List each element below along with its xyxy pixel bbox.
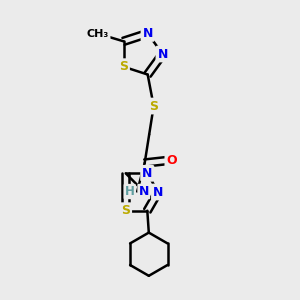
Text: H: H xyxy=(125,185,135,198)
Text: N: N xyxy=(139,185,149,198)
Text: N: N xyxy=(142,167,152,180)
Text: S: S xyxy=(119,60,128,73)
Text: CH₃: CH₃ xyxy=(86,28,109,38)
Text: S: S xyxy=(121,204,130,217)
Text: S: S xyxy=(149,100,158,112)
Text: N: N xyxy=(153,185,163,199)
Text: N: N xyxy=(158,47,168,61)
Text: N: N xyxy=(142,27,153,40)
Text: O: O xyxy=(167,154,177,166)
